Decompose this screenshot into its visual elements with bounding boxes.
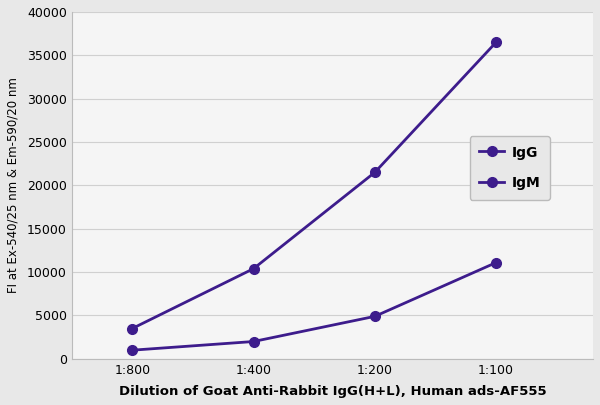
IgG — [128, 326, 136, 331]
Legend: IgG, IgM: IgG, IgM — [470, 136, 550, 200]
X-axis label: Dilution of Goat Anti-Rabbit IgG(H+L), Human ads-AF555: Dilution of Goat Anti-Rabbit IgG(H+L), H… — [119, 385, 546, 398]
IgM — [371, 314, 379, 319]
IgG — [371, 170, 379, 175]
Y-axis label: FI at Ex-540/25 nm & Em-590/20 nm: FI at Ex-540/25 nm & Em-590/20 nm — [7, 77, 20, 293]
IgM — [128, 348, 136, 353]
IgG — [250, 266, 257, 271]
Line: IgM: IgM — [127, 258, 501, 355]
Line: IgG: IgG — [127, 37, 501, 333]
IgM — [250, 339, 257, 344]
IgG — [493, 40, 500, 45]
IgM — [493, 260, 500, 265]
